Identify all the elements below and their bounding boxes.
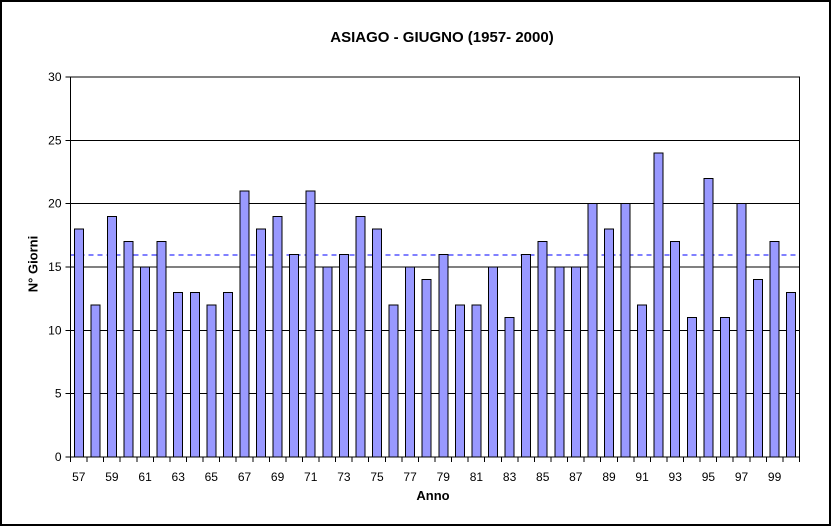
bar-90	[620, 203, 631, 458]
y-tick-label: 15	[48, 260, 62, 274]
bar-59	[106, 215, 117, 458]
x-tick-label: 63	[172, 470, 186, 484]
bar-96	[719, 317, 730, 458]
bar-86	[554, 266, 565, 458]
bar-82	[488, 266, 498, 458]
x-tick-label: 57	[72, 470, 86, 484]
y-tick-label: 5	[55, 387, 62, 401]
x-tick-label: 71	[304, 470, 318, 484]
x-tick-label: 59	[105, 470, 119, 484]
bar-80	[454, 304, 465, 458]
bar-97	[736, 203, 747, 458]
bar-79	[438, 253, 449, 458]
bar-93	[670, 241, 681, 458]
bar-89	[604, 228, 614, 458]
x-tick-label: 81	[470, 470, 484, 484]
bar-98	[753, 279, 764, 458]
x-tick-label: 61	[138, 470, 152, 484]
x-tick-label: 83	[503, 470, 517, 484]
bar-99	[769, 241, 780, 458]
x-tick-label: 95	[702, 470, 716, 484]
x-axis-title: Anno	[416, 488, 450, 503]
y-tick-label: 20	[48, 197, 62, 211]
bar-81	[471, 304, 482, 458]
bar-70	[289, 253, 300, 458]
x-tick-label: 85	[536, 470, 550, 484]
y-tick-label: 25	[48, 133, 62, 147]
x-tick-label: 93	[669, 470, 683, 484]
bar-69	[272, 215, 283, 458]
bar-76	[388, 304, 399, 458]
bar-72	[322, 266, 333, 458]
x-tick-label: 99	[768, 470, 782, 484]
bar-75	[372, 228, 382, 458]
y-tick-label: 10	[48, 323, 62, 337]
bar-95	[703, 177, 714, 458]
bar-83	[504, 317, 515, 458]
x-tick-label: 69	[271, 470, 285, 484]
x-tick-label: 89	[602, 470, 616, 484]
bar-68	[256, 228, 266, 458]
bar-85	[537, 241, 548, 458]
bar-65	[206, 304, 217, 458]
x-tick-label: 75	[370, 470, 384, 484]
bar-58	[90, 304, 101, 458]
y-tick-label: 30	[48, 70, 62, 84]
bar-71	[305, 190, 316, 458]
x-tick-label: 87	[569, 470, 583, 484]
bar-00	[786, 291, 797, 458]
bar-61	[140, 266, 151, 458]
bar-63	[173, 291, 184, 458]
bar-94	[686, 317, 697, 458]
bar-91	[637, 304, 648, 458]
bar-88	[587, 203, 598, 458]
x-tick-label: 65	[205, 470, 219, 484]
bar-67	[239, 190, 250, 458]
bar-73	[338, 253, 349, 458]
x-tick-label: 91	[635, 470, 649, 484]
bar-84	[521, 253, 532, 458]
x-tick-label: 79	[437, 470, 451, 484]
bar-74	[355, 215, 366, 458]
x-tick-label: 97	[735, 470, 749, 484]
bar-66	[222, 291, 233, 458]
x-tick-label: 67	[238, 470, 252, 484]
y-tick-label: 0	[55, 450, 62, 464]
x-tick-label: 73	[337, 470, 351, 484]
bar-57	[73, 228, 84, 458]
bar-60	[123, 241, 134, 458]
bar-87	[570, 266, 581, 458]
bar-92	[653, 152, 664, 458]
chart-title: ASIAGO - GIUGNO (1957- 2000)	[330, 29, 554, 46]
x-tick-label: 77	[403, 470, 417, 484]
bar-77	[405, 266, 416, 458]
bar-64	[189, 291, 200, 458]
bar-62	[156, 241, 167, 458]
bar-78	[421, 279, 432, 458]
